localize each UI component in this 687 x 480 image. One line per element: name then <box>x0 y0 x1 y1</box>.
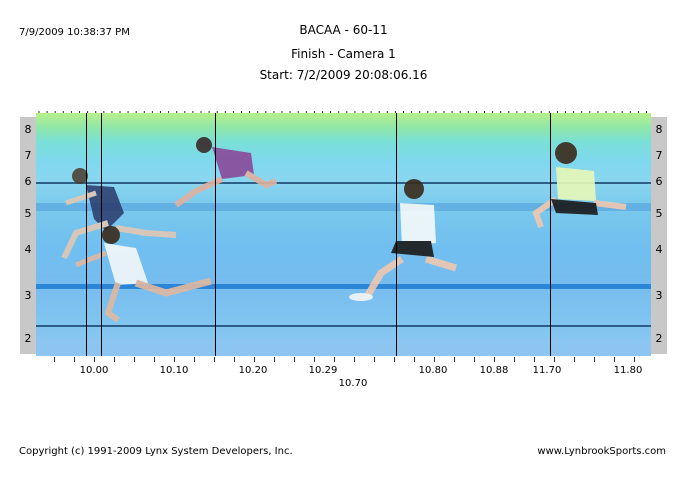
runner-lane-3 <box>75 226 212 323</box>
finish-time-line[interactable] <box>396 113 397 356</box>
axis-tick <box>134 357 135 362</box>
lane-number: 8 <box>655 123 663 136</box>
time-label: 10.29 <box>308 365 338 376</box>
lane-number: 2 <box>24 332 32 345</box>
lane-number: 3 <box>24 289 32 302</box>
lane-number: 5 <box>24 207 32 220</box>
axis-tick <box>154 357 155 362</box>
axis-tick <box>494 357 495 362</box>
camera-title: Finish - Camera 1 <box>291 47 396 61</box>
event-title: BACAA - 60-11 <box>299 23 388 37</box>
time-label: 10.00 <box>79 365 109 376</box>
website-link[interactable]: www.LynbrookSports.com <box>537 446 666 457</box>
copyright-notice: Copyright (c) 1991-2009 Lynx System Deve… <box>19 446 293 457</box>
time-label: 11.80 <box>613 365 643 376</box>
start-time: Start: 7/2/2009 20:08:06.16 <box>259 68 428 82</box>
axis-tick <box>374 357 375 362</box>
time-label: 10.80 <box>418 365 448 376</box>
axis-tick <box>234 357 235 362</box>
lane-number: 7 <box>24 149 32 162</box>
time-label: 10.88 <box>479 365 509 376</box>
runner-lane-7 <box>174 137 278 208</box>
lane-number: 5 <box>655 207 663 220</box>
runner-lane-6b <box>532 142 627 229</box>
lane-line <box>36 338 651 356</box>
runners <box>61 137 627 323</box>
axis-tick <box>594 357 595 362</box>
axis-tick <box>334 357 335 362</box>
capture-timestamp: 7/9/2009 10:38:37 PM <box>19 27 130 38</box>
axis-tick <box>414 357 415 362</box>
finish-time-line[interactable] <box>215 113 216 356</box>
runner-lane-4 <box>349 179 458 301</box>
runner-lane-6 <box>61 168 177 260</box>
axis-tick <box>614 357 615 362</box>
axis-tick <box>94 357 95 362</box>
lane-number: 8 <box>24 123 32 136</box>
axis-tick <box>534 357 535 362</box>
lane-number: 4 <box>24 243 32 256</box>
finish-time-line[interactable] <box>101 113 102 356</box>
lane-number: 4 <box>655 243 663 256</box>
axis-tick <box>294 357 295 362</box>
time-label: 11.70 <box>532 365 562 376</box>
axis-tick <box>634 357 635 362</box>
axis-tick <box>574 357 575 362</box>
time-label: 10.20 <box>238 365 268 376</box>
lane-scale-left: 8 7 6 5 4 3 2 <box>20 117 36 354</box>
lane-number: 7 <box>655 149 663 162</box>
time-label: 10.70 <box>338 378 368 389</box>
lane-number: 3 <box>655 289 663 302</box>
lane-line <box>36 284 651 289</box>
axis-tick <box>114 357 115 362</box>
axis-tick <box>274 357 275 362</box>
lane-number: 6 <box>655 175 663 188</box>
lane-number: 6 <box>24 175 32 188</box>
time-label: 10.10 <box>159 365 189 376</box>
lane-line <box>36 325 651 327</box>
lane-line <box>36 182 651 184</box>
lane-scale-right: 8 7 6 5 4 3 2 <box>651 117 667 354</box>
axis-tick <box>54 357 55 362</box>
finish-time-line[interactable] <box>86 113 87 356</box>
axis-tick <box>354 357 355 362</box>
axis-tick <box>474 357 475 362</box>
lane-line <box>36 203 651 211</box>
axis-tick <box>194 357 195 362</box>
axis-tick <box>434 357 435 362</box>
axis-tick <box>554 357 555 362</box>
finish-photo[interactable] <box>36 113 651 356</box>
axis-tick <box>254 357 255 362</box>
axis-tick <box>314 357 315 362</box>
lane-number: 2 <box>655 332 663 345</box>
axis-tick <box>174 357 175 362</box>
axis-tick <box>394 357 395 362</box>
axis-tick <box>214 357 215 362</box>
axis-tick <box>454 357 455 362</box>
axis-tick <box>514 357 515 362</box>
axis-tick <box>74 357 75 362</box>
finish-time-line[interactable] <box>550 113 551 356</box>
